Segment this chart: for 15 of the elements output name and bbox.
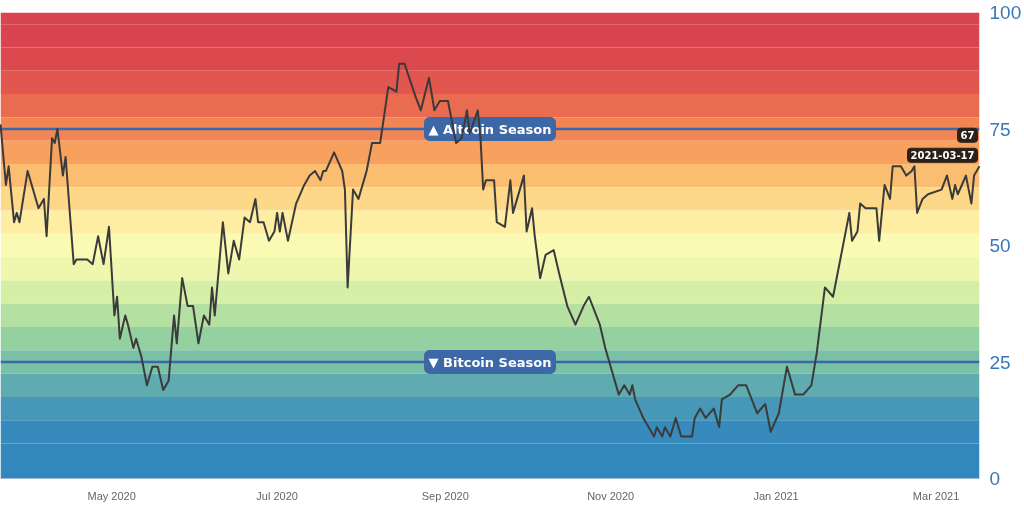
x-tick-label: Mar 2021	[912, 489, 960, 502]
line-series	[0, 62, 981, 438]
annotation: 2021-03-17	[910, 150, 975, 162]
y-tick-label: 0	[989, 468, 1001, 489]
y-tick-label: 25	[989, 351, 1011, 373]
x-tick-label: Jul 2020	[256, 489, 298, 502]
ref-line-label: ▼ Bitcoin Season	[428, 354, 552, 370]
y-tick-label: 75	[989, 118, 1011, 140]
x-tick-label: May 2020	[87, 489, 136, 502]
x-tick-label: Jan 2021	[753, 489, 799, 502]
y-tick-label: 50	[989, 235, 1011, 256]
y-tick-label: 100	[989, 2, 1022, 23]
x-tick-label: Nov 2020	[587, 489, 635, 502]
annotation: 67	[960, 130, 975, 142]
x-tick-label: Sep 2020	[421, 489, 469, 502]
